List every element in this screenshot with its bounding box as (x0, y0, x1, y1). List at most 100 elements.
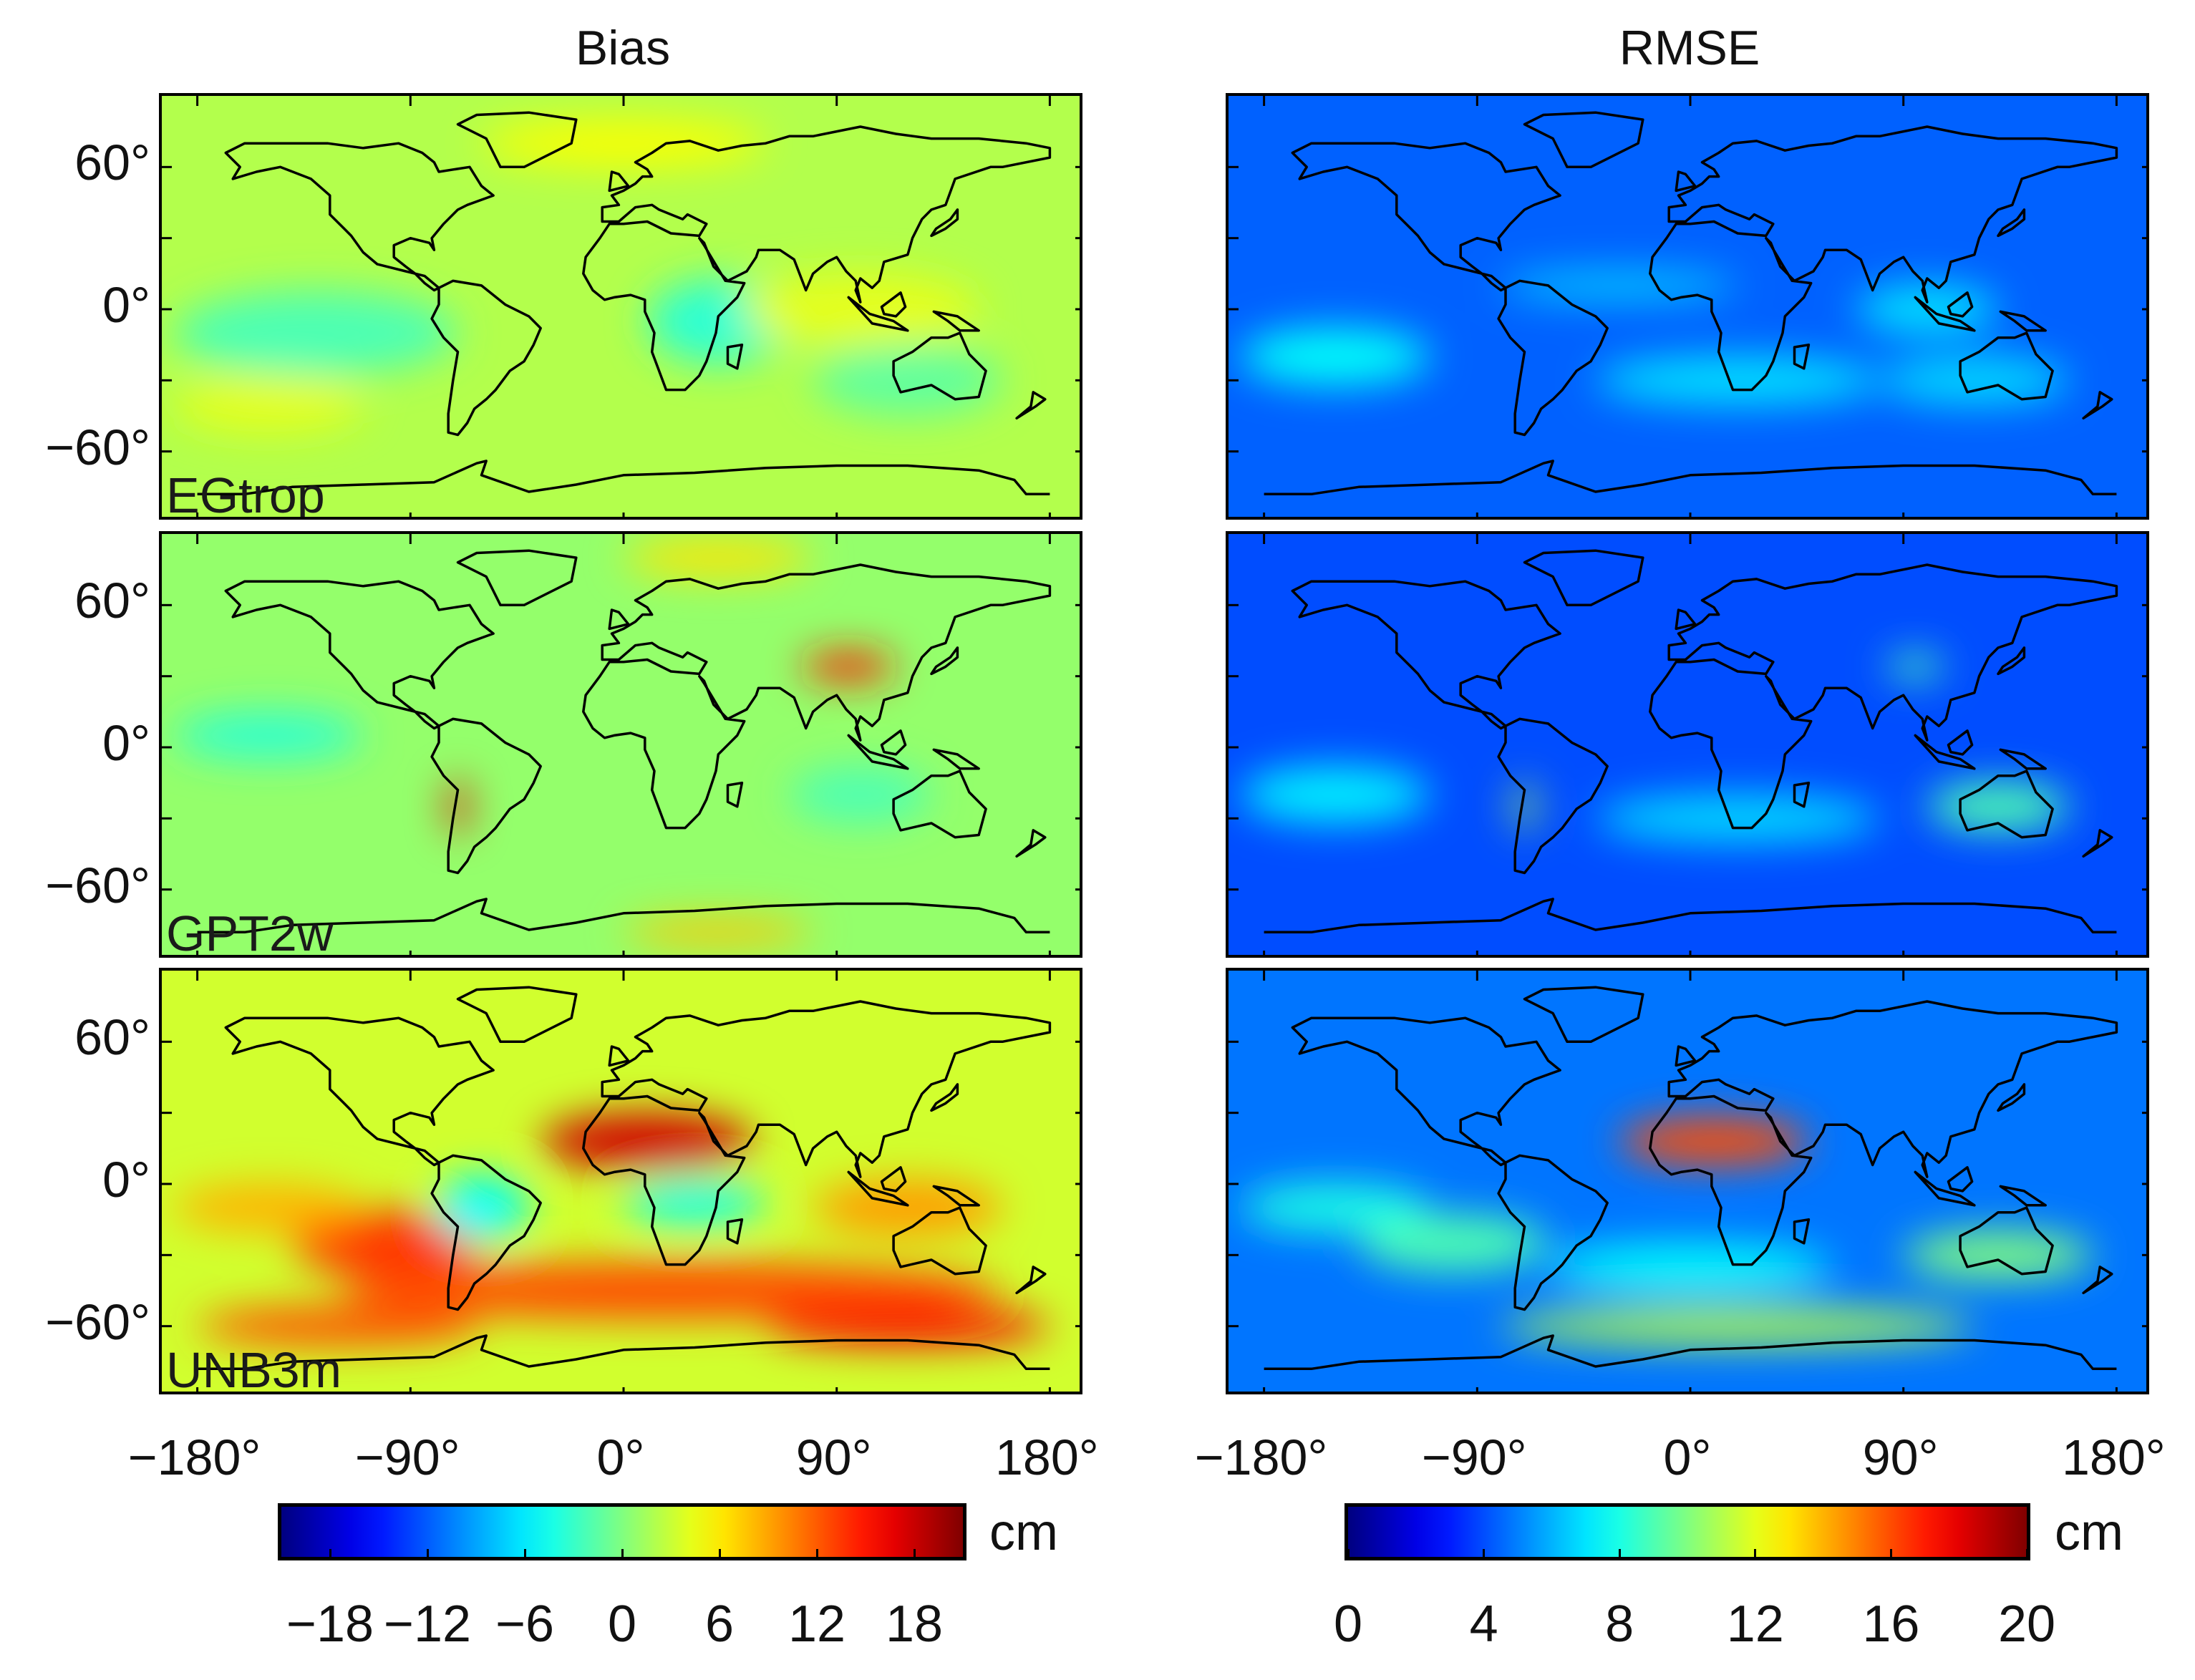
bias-map-unb3m: UNB3m (159, 968, 1082, 1394)
colorbar-tick-label: 16 (1862, 1596, 1920, 1653)
rmse-map-unb3m (1226, 968, 2149, 1394)
bias-column-title: Bias (575, 21, 671, 75)
bias-map-egtrop: EGtrop (159, 93, 1082, 520)
lat-label: 0° (102, 715, 150, 771)
model-label: GPT2w (166, 905, 334, 958)
lat-label: 0° (102, 277, 150, 333)
rmse-column-title: RMSE (1619, 21, 1760, 75)
rmse-field-2 (1229, 971, 2146, 1392)
field-blob-3 (173, 1184, 364, 1232)
lon-label: −180° (127, 1429, 261, 1485)
field-blob-5 (1548, 1243, 1833, 1291)
bias-field-1 (162, 534, 1080, 955)
lon-label: 90° (1862, 1429, 1939, 1485)
field-blob-5 (624, 918, 813, 947)
colorbar-tick (426, 1549, 429, 1560)
bias-colorbar-unit: cm (989, 1504, 1058, 1561)
colorbar-tick (815, 1549, 818, 1560)
coastline (197, 986, 1052, 1371)
field-blob-4 (173, 375, 364, 433)
model-label: EGtrop (166, 467, 325, 520)
field-blob-1 (291, 1210, 482, 1277)
colorbar-tick-label: −12 (383, 1596, 472, 1653)
colorbar-tick-label: −18 (286, 1596, 374, 1653)
rmse-colorbar (1344, 1503, 2030, 1560)
lat-label: 60° (74, 135, 150, 191)
colorbar-tick (718, 1549, 721, 1560)
field-blob-2 (624, 538, 813, 577)
colorbar-tick-label: 12 (1726, 1596, 1784, 1653)
colorbar-tick (1347, 1549, 1350, 1560)
model-label: UNB3m (166, 1342, 342, 1394)
field-blob-0 (1886, 654, 1944, 679)
colorbar-tick-label: 0 (607, 1596, 637, 1653)
lon-label: −180° (1194, 1429, 1328, 1485)
field-blob-6 (434, 1174, 529, 1241)
field-blob-1 (1358, 1215, 1549, 1272)
field-blob-4 (1595, 795, 1880, 843)
colorbar-tick (1754, 1549, 1757, 1560)
rmse-map-gpt2w (1226, 531, 2149, 958)
field-blob-5 (624, 1179, 766, 1227)
lat-label: 60° (74, 573, 150, 629)
field-blob-3 (481, 120, 766, 167)
field-blob-0 (541, 1112, 754, 1170)
lat-label: 0° (102, 1152, 150, 1208)
field-blob-2 (1501, 1307, 1974, 1346)
field-blob-4 (1240, 1184, 1430, 1232)
field-blob-7 (765, 1307, 1050, 1346)
field-blob-0 (1619, 1117, 1809, 1165)
colorbar-tick-label: 6 (704, 1596, 735, 1653)
colorbar-tick (1483, 1549, 1486, 1560)
field-blob-2 (1240, 766, 1430, 823)
bias-field-2 (162, 971, 1080, 1392)
colorbar-tick-label: 4 (1469, 1596, 1498, 1653)
colorbar-tick (329, 1549, 331, 1560)
field-blob-2 (1879, 356, 2070, 404)
field-blob-3 (173, 712, 364, 759)
colorbar-tick (1618, 1549, 1621, 1560)
lon-label: 180° (2061, 1429, 2166, 1485)
rmse-map-egtrop (1226, 93, 2149, 520)
coastline (197, 549, 1052, 934)
coastline (1264, 549, 2118, 934)
colorbar-tick-label: −6 (495, 1596, 555, 1653)
rmse-field-1 (1229, 534, 2146, 955)
lat-label: −60° (45, 419, 150, 475)
colorbar-tick-label: 8 (1605, 1596, 1634, 1653)
coastline (1264, 986, 2118, 1371)
lon-label: 0° (1663, 1429, 1712, 1485)
lon-label: −90° (354, 1429, 460, 1485)
field-blob-3 (1903, 1231, 2093, 1279)
field-blob-3 (1501, 271, 1738, 300)
field-blob-4 (789, 766, 931, 823)
coastline (197, 111, 1052, 496)
bias-map-gpt2w: GPT2w (159, 531, 1082, 958)
lat-label: −60° (45, 857, 150, 913)
colorbar-tick-label: 12 (788, 1596, 846, 1653)
field-blob-0 (801, 652, 896, 681)
coastline (1264, 111, 2118, 496)
field-blob-0 (1240, 328, 1430, 385)
colorbar-tick-label: 18 (885, 1596, 944, 1653)
field-blob-2 (339, 1262, 1003, 1319)
field-blob-0 (173, 290, 458, 376)
colorbar-tick (1889, 1549, 1892, 1560)
lat-label: −60° (45, 1293, 150, 1350)
rmse-field-0 (1229, 96, 2146, 517)
field-background (1229, 96, 2146, 517)
bias-field-0 (162, 96, 1080, 517)
colorbar-tick-label: 0 (1333, 1596, 1363, 1653)
lon-label: 90° (795, 1429, 872, 1485)
colorbar-tick (913, 1549, 916, 1560)
colorbar-tick (523, 1549, 526, 1560)
rmse-colorbar-unit: cm (2055, 1504, 2123, 1561)
field-background (1229, 534, 2146, 955)
field-blob-4 (813, 1179, 1003, 1236)
lon-label: 180° (994, 1429, 1099, 1485)
lon-label: 0° (596, 1429, 645, 1485)
lat-label: 60° (74, 1009, 150, 1066)
lon-label: −90° (1421, 1429, 1527, 1485)
colorbar-tick (2025, 1549, 2028, 1560)
colorbar-tick-label: 20 (1997, 1596, 2056, 1653)
